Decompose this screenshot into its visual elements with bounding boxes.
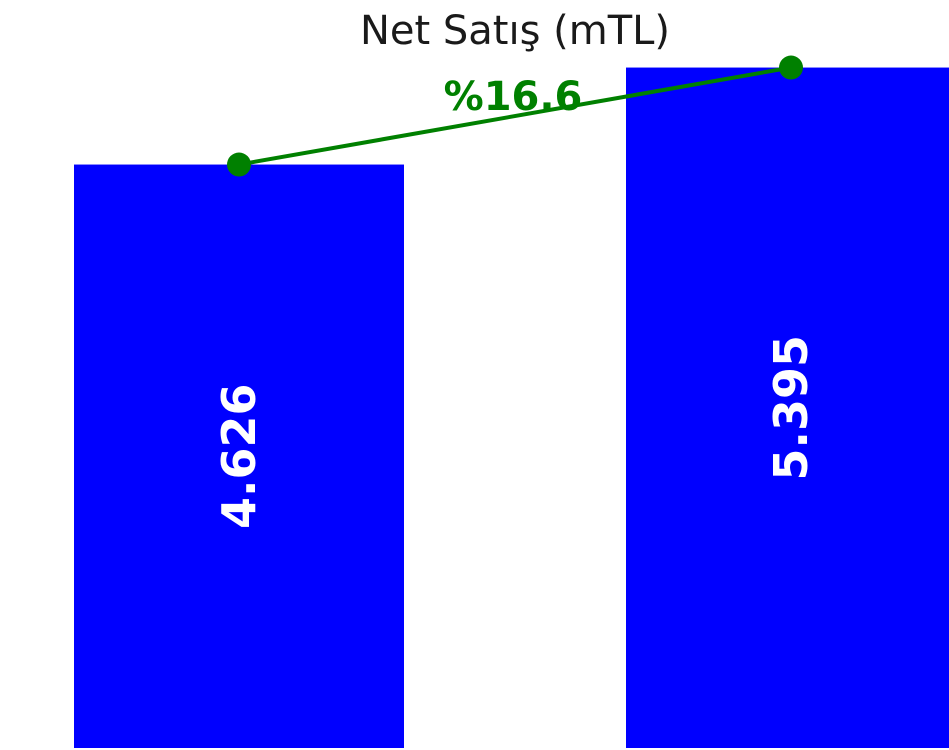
trend-point-1 <box>227 152 251 177</box>
bar-1 <box>74 164 404 749</box>
bars-group: 4.626 5.395 <box>74 67 949 749</box>
trend-point-2 <box>779 55 803 80</box>
growth-percent-label: %16.6 <box>444 74 583 120</box>
bar-value-label-2: 5.395 <box>764 335 818 481</box>
chart-title: Net Satış (mTL) <box>360 8 670 54</box>
bar-value-label-1: 4.626 <box>212 384 266 530</box>
trend-group: %16.6 <box>227 55 803 177</box>
trend-line <box>238 65 792 167</box>
bar-2 <box>626 67 949 748</box>
